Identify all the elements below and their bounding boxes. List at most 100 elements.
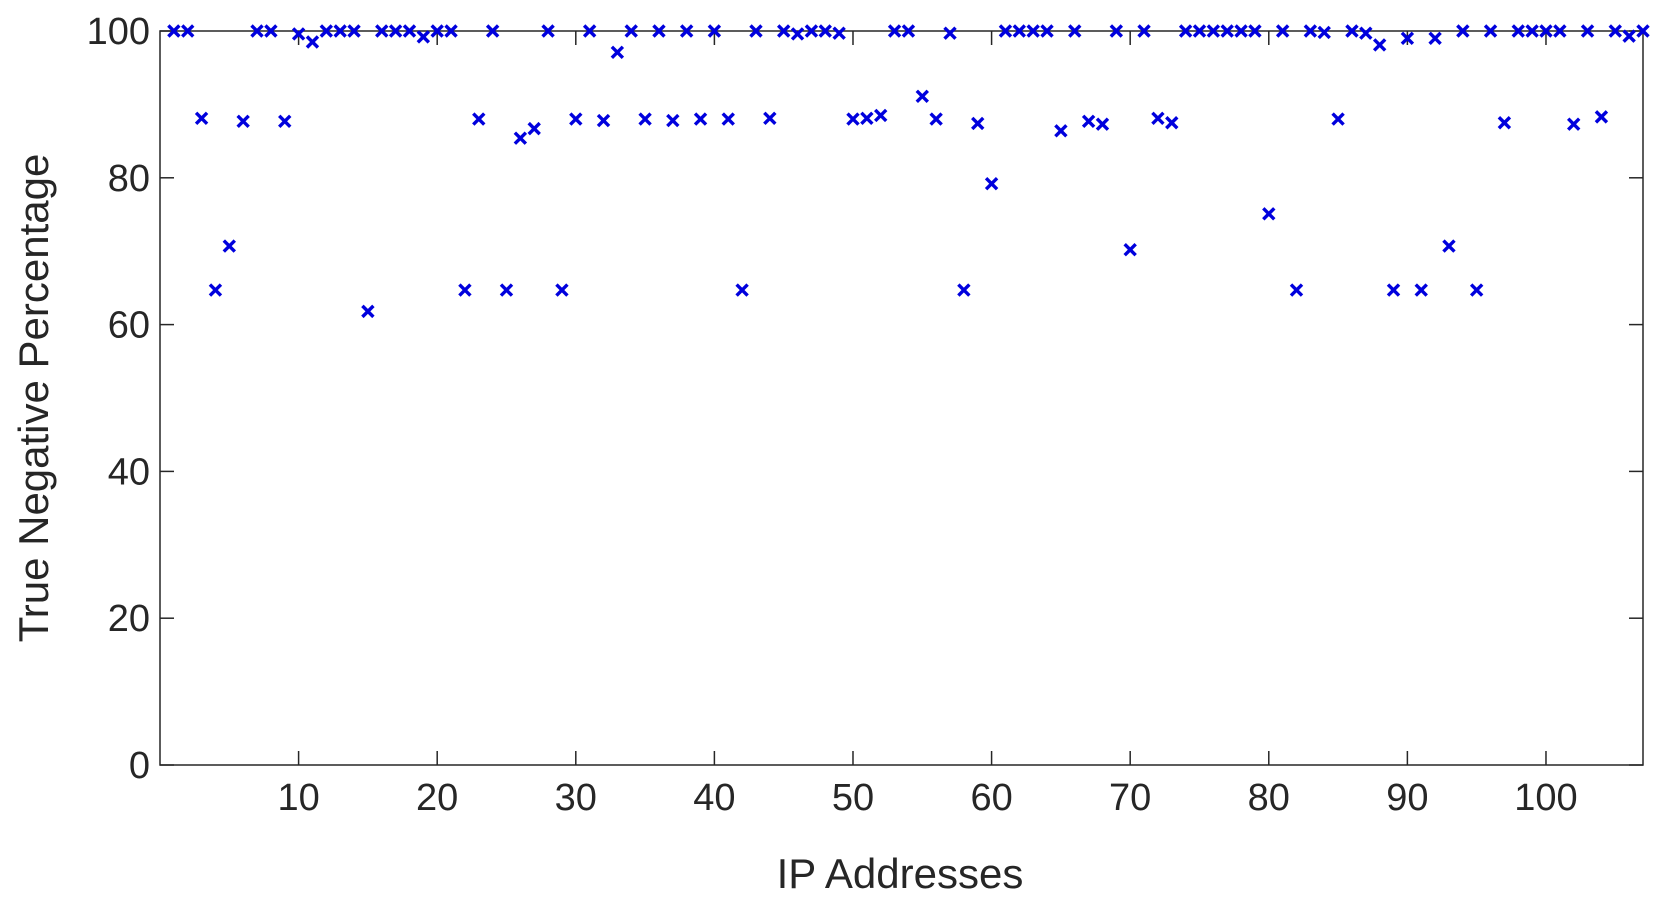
data-point	[652, 24, 666, 38]
data-point	[804, 24, 819, 38]
data-point	[430, 24, 444, 38]
data-point	[735, 283, 749, 297]
data-point	[1525, 24, 1539, 38]
data-point	[1151, 111, 1165, 126]
data-point	[693, 112, 708, 126]
data-point	[513, 131, 528, 145]
data-point	[596, 113, 611, 128]
data-point	[1539, 24, 1553, 38]
data-point	[707, 24, 722, 38]
data-point	[1386, 283, 1401, 297]
data-point	[1636, 24, 1650, 38]
data-point	[527, 121, 541, 136]
data-point	[347, 24, 361, 38]
data-point	[1553, 24, 1567, 38]
data-point	[278, 114, 292, 128]
data-point	[790, 27, 805, 41]
data-point	[1012, 24, 1027, 38]
data-point	[1026, 24, 1040, 38]
data-point	[1359, 26, 1373, 40]
data-point	[388, 24, 403, 38]
x-tick-label: 80	[1248, 777, 1290, 819]
data-point	[1580, 24, 1595, 38]
data-point	[1428, 31, 1442, 46]
data-point	[1220, 24, 1234, 38]
data-point	[458, 283, 472, 297]
data-point	[763, 111, 777, 126]
data-point	[1608, 24, 1622, 38]
data-point	[1206, 24, 1221, 38]
data-point	[333, 24, 347, 38]
data-point	[1345, 24, 1359, 38]
x-tick-label: 10	[277, 777, 319, 819]
data-point	[610, 45, 625, 59]
data-point	[541, 24, 555, 38]
data-point	[1081, 114, 1096, 128]
y-tick-label: 40	[108, 451, 150, 493]
data-point	[236, 114, 250, 128]
data-point	[818, 24, 832, 38]
data-point	[1483, 24, 1498, 38]
data-point	[776, 24, 791, 38]
data-point	[222, 239, 237, 253]
data-point	[1275, 24, 1290, 38]
x-tick-label: 100	[1514, 777, 1577, 819]
data-point	[1109, 24, 1124, 38]
data-point	[1317, 25, 1331, 40]
x-tick-label: 20	[416, 777, 458, 819]
data-point	[1303, 24, 1318, 38]
x-tick-label: 60	[970, 777, 1012, 819]
data-point	[1054, 124, 1068, 138]
data-point	[1566, 117, 1581, 131]
y-axis-ticks: 0 20 40 60 80 100	[87, 11, 1643, 787]
data-point	[971, 116, 985, 131]
data-point	[1469, 283, 1484, 297]
data-point	[998, 24, 1013, 38]
data-point	[305, 35, 320, 49]
data-point	[485, 24, 500, 38]
x-tick-label: 30	[555, 777, 597, 819]
data-point	[319, 24, 334, 38]
data-point	[1594, 110, 1609, 124]
data-point	[444, 24, 458, 38]
x-axis-label: IP Addresses	[777, 850, 1024, 896]
x-tick-label: 70	[1109, 777, 1151, 819]
y-tick-label: 20	[108, 598, 150, 640]
y-tick-label: 60	[108, 305, 150, 347]
data-point	[846, 112, 860, 126]
data-point	[1248, 24, 1262, 38]
data-point	[1192, 24, 1207, 38]
data-point	[1511, 24, 1525, 38]
x-axis-ticks: 10 20 30 40 50 60 70 80 90 100	[277, 31, 1578, 819]
data-point	[860, 111, 874, 126]
y-tick-label: 0	[129, 745, 150, 787]
data-point	[499, 283, 514, 297]
data-point	[1234, 24, 1248, 38]
plot-area	[159, 30, 1644, 766]
data-point	[679, 24, 694, 38]
data-point	[1289, 283, 1304, 297]
data-point	[832, 26, 846, 40]
y-axis-label: True Negative Percentage	[10, 154, 57, 643]
data-point	[1456, 24, 1470, 38]
data-point	[943, 26, 957, 40]
data-point	[167, 24, 181, 38]
data-points	[167, 24, 1650, 319]
data-point	[264, 24, 278, 38]
data-point	[208, 283, 223, 297]
data-point	[569, 112, 583, 126]
data-point	[984, 176, 999, 191]
x-tick-label: 40	[693, 777, 735, 819]
data-point	[416, 30, 431, 44]
y-tick-label: 80	[108, 158, 150, 200]
y-tick-label: 100	[87, 11, 150, 53]
data-point	[582, 24, 597, 38]
data-point	[402, 24, 417, 38]
data-point	[1414, 283, 1428, 297]
data-point	[1178, 24, 1193, 38]
data-point	[1137, 24, 1151, 38]
x-tick-label: 50	[832, 777, 874, 819]
data-point	[887, 24, 902, 38]
data-point	[749, 24, 763, 38]
